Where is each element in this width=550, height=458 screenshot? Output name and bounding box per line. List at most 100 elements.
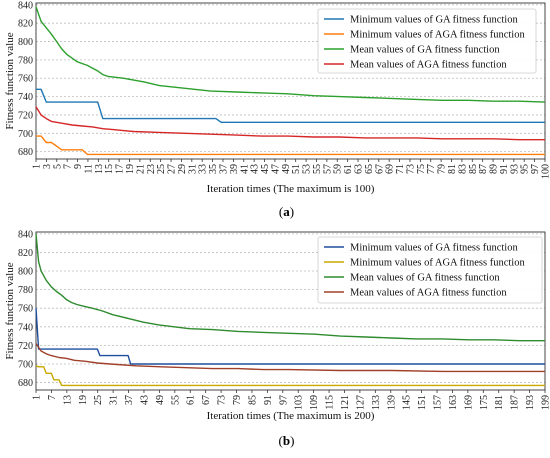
y-tick-label: 820 — [18, 19, 33, 30]
x-tick-label: 49 — [281, 164, 292, 174]
x-tick-label: 17 — [115, 164, 126, 174]
x-tick-label: 121 — [340, 395, 351, 410]
x-tick-label: 11 — [83, 164, 94, 174]
legend-entry-4: Mean values of AGA fitness function — [350, 288, 507, 299]
x-tick-label: 79 — [232, 395, 243, 405]
legend-box — [317, 8, 537, 74]
x-axis-label: Iteration times (The maximum is 200) — [207, 410, 375, 422]
series-line-2 — [36, 135, 545, 156]
x-tick-label: 85 — [247, 395, 258, 405]
x-tick-label: 79 — [437, 164, 448, 174]
x-tick-label: 157 — [433, 395, 444, 410]
x-tick-label: 15 — [104, 164, 115, 174]
x-tick-label: 43 — [250, 164, 261, 174]
plot-area-frame — [35, 2, 546, 160]
series-line-3 — [35, 6, 546, 103]
y-tick-label: 700 — [18, 359, 33, 370]
x-tick-label: 25 — [93, 395, 104, 405]
y-tick-label: 680 — [18, 378, 33, 389]
x-tick-label: 145 — [402, 395, 413, 410]
legend-entry-1: Minimum values of GA fitness function — [350, 15, 518, 26]
x-tick-label: 55 — [312, 164, 323, 174]
x-tick-label: 7 — [63, 164, 74, 169]
x-tick-label: 93 — [509, 164, 520, 174]
x-tick-label: 49 — [155, 395, 166, 405]
x-tick-label: 181 — [494, 395, 505, 410]
x-tick-label: 77 — [426, 164, 437, 174]
x-tick-label: 97 — [530, 164, 541, 174]
y-tick-label: 820 — [18, 248, 33, 259]
x-tick-label: 193 — [525, 395, 536, 410]
x-tick-label: 27 — [167, 164, 178, 174]
x-tick-label: 43 — [139, 395, 150, 405]
x-tick-label: 95 — [520, 164, 531, 174]
legend: Minimum values of GA fitness function Min… — [317, 8, 537, 74]
x-tick-label: 19 — [78, 395, 89, 405]
x-tick-label: 127 — [355, 395, 366, 410]
y-axis-label: Fitness function value — [4, 32, 16, 129]
x-tick-label: 83 — [457, 164, 468, 174]
x-tick-label: 7 — [47, 395, 58, 400]
x-tick-label: 5 — [52, 164, 63, 169]
x-tick-label: 59 — [333, 164, 344, 174]
x-tick-label: 109 — [309, 395, 320, 410]
x-tick-label: 163 — [448, 395, 459, 410]
x-tick-label: 81 — [447, 164, 458, 174]
x-tick-label: 35 — [208, 164, 219, 174]
x-axis-label: Iteration times (The maximum is 100) — [207, 183, 375, 195]
x-tick-label: 9 — [73, 164, 84, 169]
x-tick-label: 61 — [186, 395, 197, 405]
x-tick-label: 91 — [263, 395, 274, 405]
y-tick-label: 740 — [18, 322, 33, 333]
y-tick-label: 720 — [18, 341, 33, 352]
x-tick-label: 151 — [417, 395, 428, 410]
legend-entry-2: Minimum values of AGA fitness function — [350, 258, 525, 269]
x-tick-label: 57 — [322, 164, 333, 174]
y-tick-label: 840 — [18, 229, 33, 240]
x-tick-label: 175 — [479, 395, 490, 410]
y-tick-label: 720 — [18, 110, 33, 121]
x-tick-label: 45 — [260, 164, 271, 174]
x-tick-label: 187 — [510, 395, 521, 410]
legend: Minimum values of GA fitness function Min… — [317, 236, 543, 304]
x-tick-label: 73 — [405, 164, 416, 174]
series-line-3 — [35, 233, 545, 342]
series-line-2 — [35, 365, 545, 387]
y-tick-label: 760 — [18, 74, 33, 85]
x-tick-label: 199 — [541, 395, 550, 410]
x-tick-label: 63 — [354, 164, 365, 174]
x-tick-label: 13 — [62, 395, 73, 405]
legend-entry-2: Minimum values of AGA fitness function — [350, 30, 525, 41]
x-tick-label: 1 — [32, 395, 43, 400]
x-tick-label: 19 — [125, 164, 136, 174]
x-tick-label: 23 — [146, 164, 157, 174]
x-tick-label: 87 — [478, 164, 489, 174]
x-tick-label: 100 — [541, 164, 550, 179]
x-tick-label: 1 — [32, 164, 43, 169]
y-tick-label: 840 — [18, 0, 33, 11]
legend-entry-4: Mean values of AGA fitness function — [350, 60, 507, 71]
x-tick-label: 85 — [468, 164, 479, 174]
x-tick-label: 139 — [386, 395, 397, 410]
series-line-1 — [35, 308, 545, 365]
x-tick-label: 61 — [343, 164, 354, 174]
x-tick-label: 47 — [270, 164, 281, 174]
legend-entry-3: Mean values of GA fitness function — [350, 273, 500, 284]
panel-label: (b) — [279, 433, 295, 448]
chart-panel-2: 680 700 720 740 760 780 800 820 840 1 7 13 19 25 31 37 4… — [4, 229, 550, 448]
series-line-4 — [35, 106, 545, 141]
x-tick-label: 73 — [217, 395, 228, 405]
legend-entry-3: Mean values of GA fitness function — [350, 45, 500, 56]
series-line-1 — [36, 88, 545, 124]
x-tick-label: 25 — [156, 164, 167, 174]
x-tick-label: 31 — [109, 395, 120, 405]
x-tick-label: 41 — [239, 164, 250, 174]
x-tick-label: 31 — [187, 164, 198, 174]
x-tick-label: 69 — [385, 164, 396, 174]
x-tick-label: 67 — [201, 395, 212, 405]
y-tick-label: 780 — [18, 285, 33, 296]
x-tick-label: 55 — [170, 395, 181, 405]
x-tick-label: 37 — [218, 164, 229, 174]
